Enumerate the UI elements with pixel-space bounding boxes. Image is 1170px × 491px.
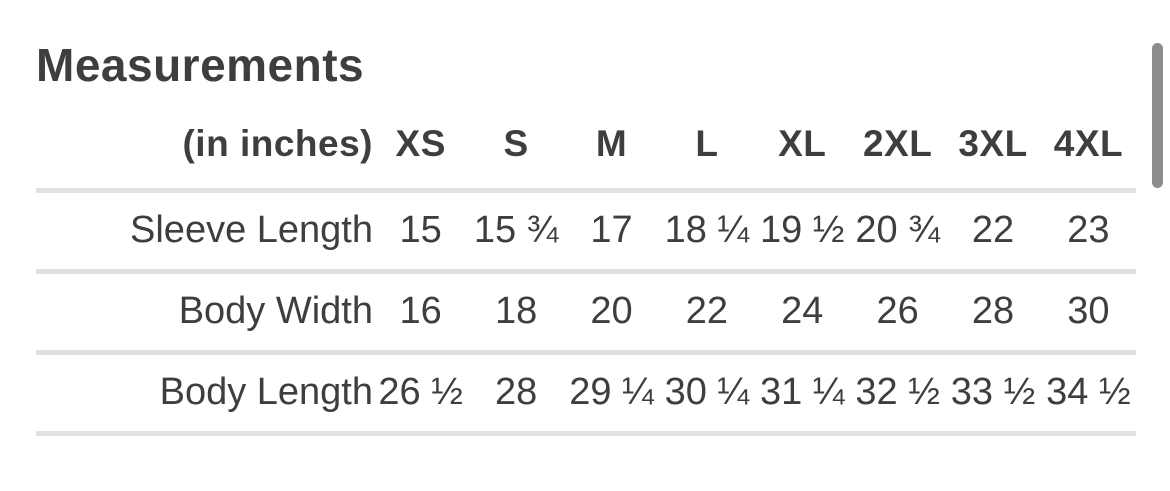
table-row-body-width: Body Width 16 18 20 22 24 26 28 30 [36, 271, 1137, 355]
row-label: Body Length [36, 352, 373, 436]
measurement-cell: 34 ½ [1040, 352, 1137, 436]
measurement-cell: 16 [373, 271, 469, 355]
size-header-l: L [659, 100, 755, 193]
size-header-m: M [563, 100, 660, 193]
page-title: Measurements [36, 39, 365, 91]
measurement-cell: 17 [563, 190, 660, 274]
measurement-cell: 18 ¼ [659, 190, 755, 274]
measurement-cell: 15 ¾ [468, 190, 564, 274]
size-header-s: S [468, 100, 564, 193]
measurement-cell: 33 ½ [945, 352, 1041, 436]
size-header-2xl: 2XL [849, 100, 946, 193]
size-header-4xl: 4XL [1040, 100, 1137, 193]
measurement-cell: 28 [945, 271, 1041, 355]
size-header-row: (in inches) XS S M L XL 2XL 3XL 4XL [36, 100, 1137, 193]
measurement-cell: 26 ½ [373, 352, 469, 436]
measurement-cell: 32 ½ [849, 352, 946, 436]
measurement-cell: 19 ½ [754, 190, 850, 274]
row-label: Body Width [36, 271, 373, 355]
measurement-cell: 22 [659, 271, 755, 355]
measurement-cell: 28 [468, 352, 564, 436]
size-header-xl: XL [754, 100, 850, 193]
measurement-cell: 23 [1040, 190, 1137, 274]
row-label: Sleeve Length [36, 190, 373, 274]
table-row-body-length: Body Length 26 ½ 28 29 ¼ 30 ¼ 31 ¼ 32 ½ … [36, 352, 1137, 436]
table-row-sleeve-length: Sleeve Length 15 15 ¾ 17 18 ¼ 19 ½ 20 ¾ … [36, 190, 1137, 274]
unit-header-cell: (in inches) [36, 100, 373, 193]
measurement-cell: 24 [754, 271, 850, 355]
measurement-cell: 31 ¼ [754, 352, 850, 436]
measurement-cell: 30 ¼ [659, 352, 755, 436]
measurement-cell: 29 ¼ [563, 352, 660, 436]
scrollbar-thumb[interactable] [1152, 43, 1163, 188]
measurement-cell: 15 [373, 190, 469, 274]
measurements-table: (in inches) XS S M L XL 2XL 3XL 4XL Slee… [36, 100, 1137, 436]
size-header-xs: XS [373, 100, 469, 193]
measurement-cell: 20 [563, 271, 660, 355]
size-header-3xl: 3XL [945, 100, 1041, 193]
measurement-cell: 18 [468, 271, 564, 355]
measurement-cell: 20 ¾ [849, 190, 946, 274]
measurement-cell: 26 [849, 271, 946, 355]
measurement-cell: 30 [1040, 271, 1137, 355]
measurement-cell: 22 [945, 190, 1041, 274]
